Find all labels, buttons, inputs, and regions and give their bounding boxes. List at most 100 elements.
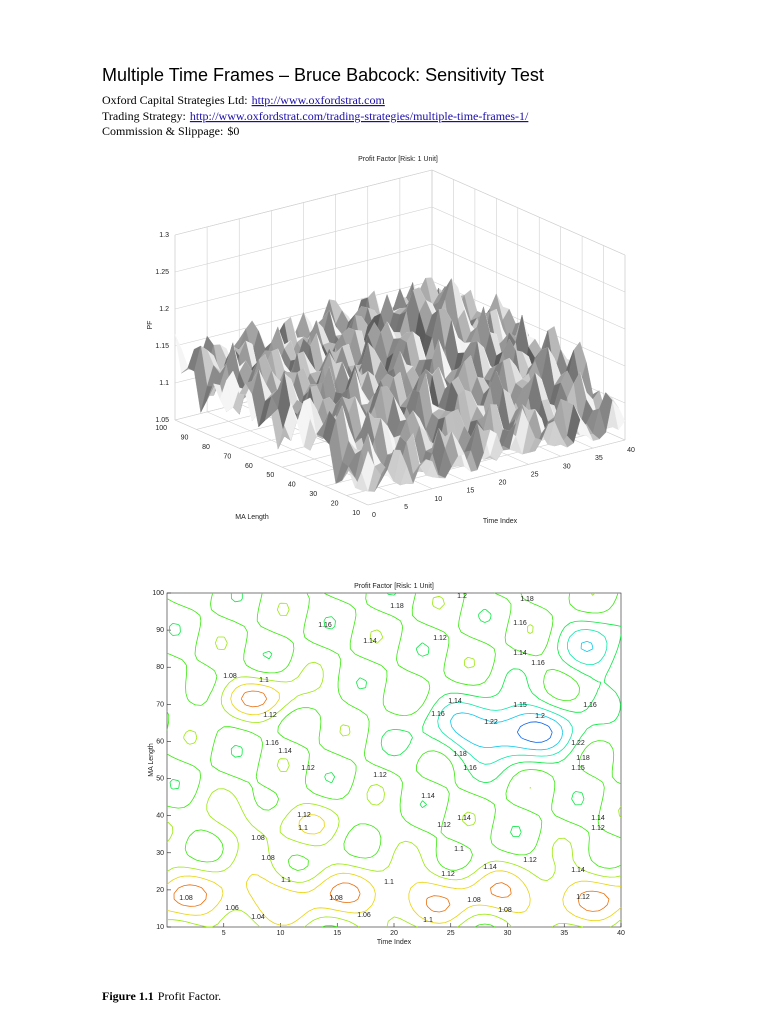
chart-title: Profit Factor [Risk: 1 Unit] [354,583,434,590]
caption-label: Figure 1.1 [102,989,154,1003]
x-tick-label: 5 [222,930,226,937]
surface-patch [361,450,375,492]
y-tick-label: 30 [309,491,317,498]
surface [174,277,626,492]
x-tick-label: 25 [531,471,539,478]
z-tick-label: 1.1 [159,380,169,387]
y-tick-label: 50 [266,472,274,479]
x-tick-label: 10 [434,496,442,503]
contour-label: 1.12 [433,635,447,642]
contour-label: 1.12 [591,825,605,832]
surface-patch [174,334,189,374]
x-tick-label: 20 [499,480,507,487]
contour-label: 1.2 [535,713,545,720]
contour-line [166,592,622,928]
contour-label: 1.16 [318,622,332,629]
contour-label: 1.18 [453,751,467,758]
caption: Figure 1.1 Profit Factor. [102,989,221,1003]
x-tick-label: 20 [390,930,398,937]
x-tick-label: 0 [372,512,376,519]
contour-line [166,592,622,928]
contour-label: 1.08 [329,895,343,902]
contour-label: 1.14 [513,650,527,657]
info-line: Commission & Slippage: $0 [102,124,239,138]
contour-label: 1.08 [179,895,193,902]
contour-label: 1.12 [523,857,537,864]
z-tick-label: 1.05 [155,417,169,424]
z-tick-label: 1.3 [159,232,169,239]
contour-label: 1.14 [591,815,605,822]
contour-label: 1.1 [281,877,291,884]
x-tick-label: 35 [595,455,603,462]
contour-label: 1.15 [571,765,585,772]
contour-label: 1.2 [457,593,467,600]
info-line: Oxford Capital Strategies Ltd: http://www… [102,93,386,107]
contour-label: 1.08 [251,835,265,842]
chart-title: Profit Factor [Risk: 1 Unit] [358,156,438,163]
page-title: Multiple Time Frames – Bruce Babcock: Se… [102,65,544,85]
contour-label: 1.16 [463,765,477,772]
y-tick-label: 80 [202,444,210,451]
contour-label: 1.12 [576,894,590,901]
y-tick-label: 10 [156,924,164,931]
x-tick-label: 10 [277,930,285,937]
contour-label: 1.08 [261,855,275,862]
contour-label: 1.14 [571,867,585,874]
contour-label: 1.18 [390,603,404,610]
contour-label: 1.06 [357,912,371,919]
contour-line [173,690,610,913]
contour-label: 1.15 [513,702,527,709]
info-line: Trading Strategy: http://www.oxfordstrat.… [102,109,529,123]
y-tick-label: 100 [155,425,167,432]
contour-label: 1.12 [301,765,315,772]
link[interactable]: http://www.oxfordstrat.com [252,93,386,107]
axis-line [367,439,626,506]
contour-label: 1.14 [278,748,292,755]
contour-label: 1.08 [467,897,481,904]
grid-line [431,206,626,293]
y-tick-label: 20 [156,887,164,894]
x-tick-label: 25 [447,930,455,937]
contour-line [437,629,608,765]
contour-label: 1.1 [454,846,464,853]
contour-label: 1.14 [421,793,435,800]
contour-label: 1.1 [384,879,394,886]
contour-label: 1.04 [251,914,265,921]
contour-line [166,683,622,926]
x-tick-label: 30 [504,930,512,937]
y-tick-label: 20 [331,501,339,508]
x-tick-label: 15 [333,930,341,937]
contour-label: 1.16 [583,702,597,709]
contour-label: 1.1 [259,677,269,684]
contour-label: 1.16 [531,660,545,667]
contour-label: 1.1 [423,917,433,924]
info-label: Commission & Slippage: [102,124,223,138]
contour-label: 1.12 [437,822,451,829]
surface-chart: 1.05 1.1 1.15 1.2 1.25 1.3 0 5 10 15 20 25 30 35 40 10 2… [147,156,635,525]
contour-label: 1.12 [373,772,387,779]
y-tick-label: 40 [156,813,164,820]
y-tick-label: 60 [245,463,253,470]
contour-label: 1.14 [483,864,497,871]
x-axis-label: Time Index [377,939,412,946]
caption-text: Profit Factor. [158,989,221,1003]
y-tick-label: 40 [288,482,296,489]
info-label: Oxford Capital Strategies Ltd: [102,93,248,107]
contour-label: 1.16 [513,620,527,627]
contour-label: 1.06 [225,905,239,912]
contour-chart: 5 10 15 20 25 30 35 40 10 20 30 40 50 60 70 80 90 100 1.2 1… [148,583,625,946]
y-tick-label: 70 [156,701,164,708]
contour-label: 1.22 [571,740,585,747]
link[interactable]: http://www.oxfordstrat.com/trading-strat… [190,109,529,123]
y-tick-label: 90 [156,627,164,634]
y-tick-label: 60 [156,738,164,745]
contour-label: 1.18 [520,596,534,603]
contour-label: 1.12 [297,812,311,819]
grid-line [431,169,626,256]
z-axis-label: PF [147,321,154,330]
y-tick-label: 100 [152,590,164,597]
y-tick-label: 70 [224,453,232,460]
x-tick-label: 30 [563,463,571,470]
grid-line [431,243,626,330]
